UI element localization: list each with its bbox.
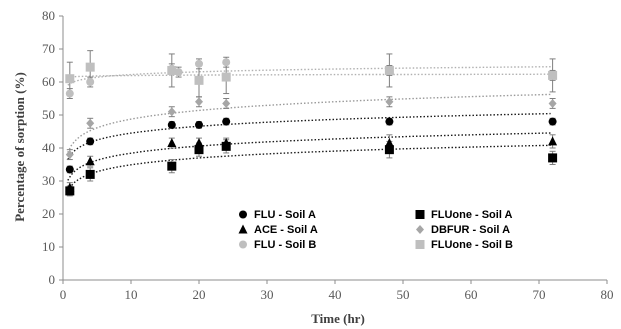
legend-label: FLU - Soil B bbox=[254, 239, 316, 251]
legend-item: FLU - Soil B bbox=[239, 239, 316, 251]
legend-label: DBFUR - Soil A bbox=[431, 224, 510, 236]
axes: 0 10 20 30 40 50 60 70 80 0 10 20 30 40 50 60 70 80 bbox=[42, 8, 614, 302]
trendline-4 bbox=[67, 66, 551, 86]
data-point-square bbox=[384, 65, 394, 75]
data-point-square bbox=[194, 145, 204, 155]
legend-marker bbox=[415, 240, 425, 249]
legend-item: FLU - Soil A bbox=[239, 209, 316, 221]
data-point-triangle bbox=[65, 182, 75, 192]
y-tick-label: 40 bbox=[42, 140, 55, 155]
data-point-circle bbox=[195, 120, 203, 129]
trendline-0 bbox=[67, 112, 551, 160]
data-point-circle bbox=[195, 59, 203, 68]
x-tick-label: 50 bbox=[397, 287, 410, 302]
data-point-square bbox=[548, 153, 558, 163]
data-point-circle bbox=[385, 117, 394, 126]
legend-label: ACE - Soil A bbox=[254, 224, 318, 236]
data-point-diamond bbox=[385, 97, 394, 107]
trendline-3 bbox=[67, 93, 551, 153]
legend-label: FLUone - Soil B bbox=[431, 239, 513, 251]
data-point-square bbox=[221, 72, 231, 82]
data-point-circle bbox=[548, 117, 557, 126]
data-point-square bbox=[167, 65, 177, 75]
trendline-2 bbox=[67, 132, 551, 181]
legend-marker bbox=[239, 240, 247, 249]
y-tick-label: 50 bbox=[42, 107, 55, 122]
x-tick-label: 80 bbox=[601, 287, 614, 302]
data-point-triangle bbox=[548, 136, 558, 146]
legend-item: ACE - Soil A bbox=[238, 224, 318, 236]
data-point-square bbox=[167, 161, 177, 171]
legend: FLU - Soil A FLUone - Soil A ACE - Soil A D… bbox=[238, 209, 513, 251]
legend-marker bbox=[415, 210, 425, 219]
data-point-triangle bbox=[384, 138, 394, 148]
data-point-square bbox=[194, 75, 204, 85]
data-point-circle bbox=[65, 165, 74, 174]
data-point-square bbox=[65, 74, 75, 84]
legend-label: FLUone - Soil A bbox=[431, 209, 513, 221]
y-tick-label: 20 bbox=[42, 206, 55, 221]
data-point-diamond bbox=[195, 97, 203, 107]
data-point-circle bbox=[222, 58, 231, 67]
x-tick-label: 20 bbox=[193, 287, 206, 302]
legend-marker bbox=[238, 224, 248, 234]
data-point-triangle bbox=[85, 156, 95, 166]
y-tick-label: 80 bbox=[42, 8, 55, 23]
legend-item: DBFUR - Soil A bbox=[416, 224, 510, 236]
data-point-circle bbox=[174, 68, 183, 77]
y-tick-label: 70 bbox=[42, 41, 55, 56]
x-tick-label: 60 bbox=[465, 287, 478, 302]
data-point-triangle bbox=[221, 138, 231, 148]
y-tick-label: 30 bbox=[42, 173, 55, 188]
data-point-diamond bbox=[65, 150, 74, 160]
data-point-circle bbox=[222, 117, 231, 126]
data-point-diamond bbox=[222, 98, 231, 108]
y-axis-label: Percentage of sorption (%) bbox=[12, 72, 27, 222]
x-tick-label: 30 bbox=[261, 287, 274, 302]
x-tick-label: 40 bbox=[329, 287, 342, 302]
legend-item: FLUone - Soil B bbox=[415, 239, 513, 251]
legend-marker bbox=[239, 210, 247, 219]
y-tick-label: 10 bbox=[42, 239, 55, 254]
data-point-square bbox=[548, 70, 558, 80]
data-point-circle bbox=[167, 120, 176, 129]
x-axis-label: Time (hr) bbox=[311, 311, 365, 326]
error-bars bbox=[66, 50, 556, 197]
y-tick-label: 0 bbox=[49, 272, 56, 287]
trendlines bbox=[67, 66, 551, 192]
data-point-triangle bbox=[167, 138, 177, 148]
data-point-diamond bbox=[86, 118, 95, 128]
x-tick-label: 70 bbox=[533, 287, 546, 302]
data-point-circle bbox=[65, 89, 74, 98]
y-tick-label: 60 bbox=[42, 74, 55, 89]
data-point-circle bbox=[86, 78, 95, 86]
data-point-circle bbox=[86, 137, 95, 146]
legend-marker bbox=[416, 225, 424, 234]
x-tick-label: 10 bbox=[125, 287, 138, 302]
data-point-square bbox=[384, 145, 394, 155]
data-point-triangle bbox=[194, 138, 204, 148]
data-point-diamond bbox=[167, 107, 176, 117]
trendline-5 bbox=[67, 73, 551, 78]
legend-label: FLU - Soil A bbox=[254, 209, 316, 221]
trendline-1 bbox=[67, 144, 551, 192]
x-tick-label: 0 bbox=[60, 287, 67, 302]
data-points bbox=[65, 58, 558, 196]
data-point-diamond bbox=[548, 98, 557, 108]
legend-item: FLUone - Soil A bbox=[415, 209, 513, 221]
data-point-square bbox=[85, 169, 95, 179]
data-point-square bbox=[85, 62, 95, 72]
